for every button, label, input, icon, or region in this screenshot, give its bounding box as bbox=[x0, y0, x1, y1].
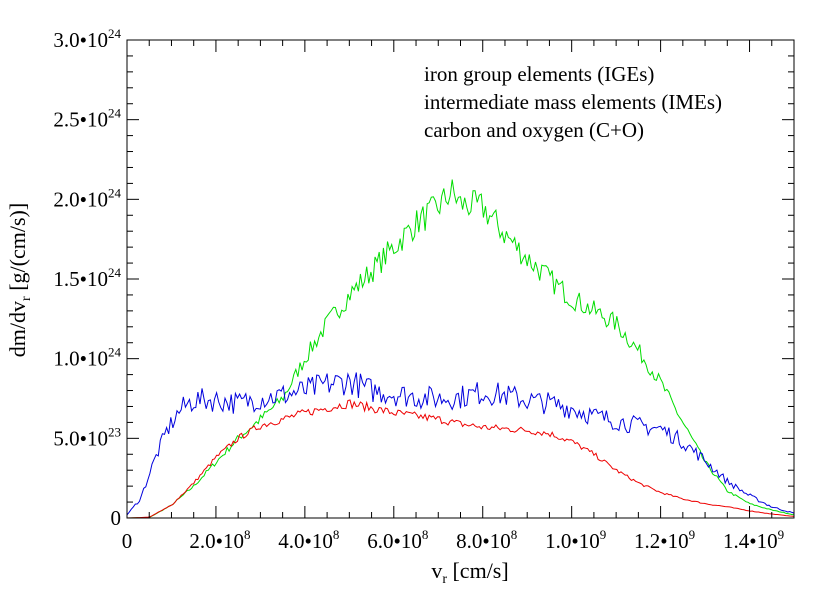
x-tick-label: 1.2•109 bbox=[634, 527, 695, 553]
y-tick-label: 1.0•1024 bbox=[53, 345, 121, 371]
tick-label-layer: 0 2.0•108 4.0•108 6.0•108 8.0•108 1.0•109 1.2•… bbox=[53, 26, 784, 553]
tick-layer bbox=[126, 39, 795, 519]
y-axis-label: dm/dvr [g/(cm/s)] bbox=[5, 203, 34, 357]
series-layer bbox=[126, 179, 795, 519]
x-tick-label: 2.0•108 bbox=[189, 527, 250, 553]
y-tick-label: 5.0•1023 bbox=[53, 424, 121, 450]
x-tick-label: 1.4•109 bbox=[723, 527, 784, 553]
series-line-2 bbox=[126, 372, 795, 516]
x-tick-label: 1.0•109 bbox=[545, 527, 606, 553]
x-axis-label: vr [cm/s] bbox=[431, 558, 508, 587]
x-tick-label: 6.0•108 bbox=[367, 527, 428, 553]
x-tick-label: 8.0•108 bbox=[456, 527, 517, 553]
legend-entry-co: carbon and oxygen (C+O) bbox=[424, 118, 644, 142]
y-tick-label: 2.5•1024 bbox=[53, 106, 121, 132]
y-tick-label: 3.0•1024 bbox=[53, 26, 121, 52]
y-tick-label: 0 bbox=[111, 506, 122, 530]
series-line-0 bbox=[127, 179, 795, 519]
legend-entry-iges: iron group elements (IGEs) bbox=[424, 62, 654, 86]
series-line-1 bbox=[126, 399, 795, 519]
legend: iron group elements (IGEs) intermediate … bbox=[424, 62, 722, 142]
x-tick-label: 0 bbox=[122, 529, 133, 553]
y-tick-label: 2.0•1024 bbox=[53, 185, 121, 211]
x-tick-label: 4.0•108 bbox=[278, 527, 339, 553]
y-tick-label: 1.5•1024 bbox=[53, 265, 121, 291]
legend-entry-imes: intermediate mass elements (IMEs) bbox=[424, 90, 722, 114]
